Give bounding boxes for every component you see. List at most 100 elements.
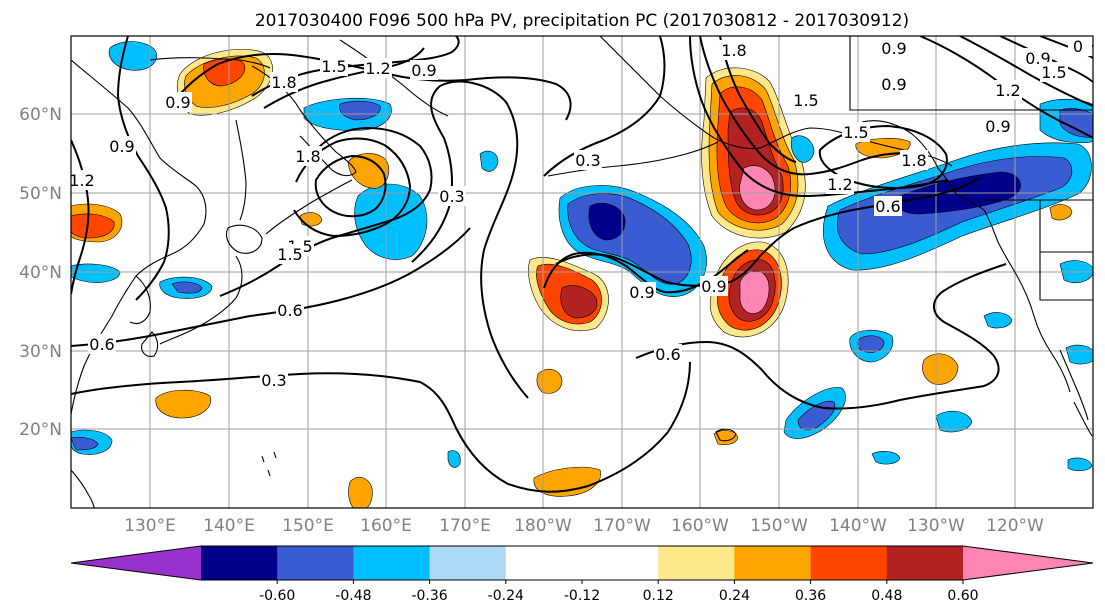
precip-positive-15n-170w bbox=[533, 466, 601, 497]
contour-label: 0.3 bbox=[574, 150, 602, 170]
precip-positive-17n-155w bbox=[713, 430, 739, 446]
lon-label: 150°E bbox=[282, 516, 334, 536]
colorbar-tick-label: 0.12 bbox=[643, 588, 674, 601]
colorbar-tick-label: -0.60 bbox=[259, 588, 295, 601]
figure-title: 2017030400 F096 500 hPa PV, precipitatio… bbox=[255, 11, 909, 31]
precip-negative-37n-145e-blue bbox=[171, 281, 203, 294]
coast-aleutians bbox=[547, 141, 719, 177]
svg-text:0.6: 0.6 bbox=[277, 301, 302, 320]
precip-positive-52n-158e bbox=[347, 153, 390, 189]
svg-text:1.8: 1.8 bbox=[721, 41, 746, 60]
lat-label: 50°N bbox=[19, 184, 62, 204]
contour-label: 1.5 bbox=[276, 244, 304, 264]
pv-contour-0.6-east bbox=[555, 177, 981, 287]
svg-text:0.9: 0.9 bbox=[881, 75, 906, 94]
colorbar-tick-label: -0.12 bbox=[564, 588, 600, 601]
coast-philippines bbox=[71, 469, 95, 508]
precip-positive-38n-175w-darkred bbox=[560, 285, 598, 319]
pv-contour-nr-2 bbox=[959, 36, 1093, 107]
contour-label: 1.2 bbox=[994, 80, 1022, 100]
coast-honshu bbox=[159, 255, 243, 345]
contour-label: 0.6 bbox=[276, 300, 304, 320]
contour-label: 0.9 bbox=[984, 116, 1012, 136]
contour-label: 1.5 bbox=[1040, 62, 1068, 82]
lon-label: 160°W bbox=[671, 516, 729, 536]
contour-label: 0.9 bbox=[880, 38, 908, 58]
precip-negative-47n-160e bbox=[299, 212, 323, 227]
precip-negative-18n-173e bbox=[447, 450, 461, 468]
lat-label: 30°N bbox=[19, 342, 62, 362]
contour-labels: 0.9 1.5 1.2 0.9 1.8 0.9 1.2 1.5 1.8 0.3 … bbox=[69, 36, 1092, 390]
svg-text:1.8: 1.8 bbox=[271, 73, 296, 92]
contour-label: 0.9 bbox=[700, 276, 728, 296]
precip-positive-25n-176w bbox=[536, 368, 563, 394]
pv-contour-0.9-west bbox=[116, 36, 170, 301]
svg-text:1.5: 1.5 bbox=[843, 123, 868, 142]
svg-text:0.9: 0.9 bbox=[701, 277, 726, 296]
lon-label: 130°E bbox=[124, 516, 176, 536]
lat-label: 20°N bbox=[19, 420, 62, 440]
precip-negative-17n-140w bbox=[871, 451, 901, 465]
map-content: 0.9 1.5 1.2 0.9 1.8 0.9 1.2 1.5 1.8 0.3 … bbox=[69, 36, 1093, 508]
contour-label: 1.8 bbox=[270, 72, 298, 92]
svg-text:0.3: 0.3 bbox=[575, 151, 600, 170]
coast-hawaii bbox=[715, 428, 737, 442]
svg-text:0.6: 0.6 bbox=[89, 335, 114, 354]
svg-text:1.5: 1.5 bbox=[793, 91, 818, 110]
colorbar-segment bbox=[277, 546, 354, 580]
coast-us-west bbox=[1015, 273, 1071, 393]
colorbar-segment bbox=[582, 546, 659, 580]
pv-contour-1.5-east bbox=[699, 36, 917, 176]
contour-label: 0.6 bbox=[88, 334, 116, 354]
svg-text:0.6: 0.6 bbox=[655, 345, 680, 364]
pv-contour-0.9-loop bbox=[543, 249, 749, 294]
svg-text:0.9: 0.9 bbox=[629, 283, 654, 302]
colorbar-tick-label: 0.24 bbox=[719, 588, 750, 601]
colorbar-segment bbox=[886, 546, 964, 580]
contour-label: 1.8 bbox=[294, 146, 322, 166]
precip-positive-44n-120w bbox=[1049, 204, 1073, 221]
svg-text:1.5: 1.5 bbox=[321, 57, 346, 76]
colorbar-tick-label: -0.48 bbox=[335, 588, 371, 601]
svg-text:1.2: 1.2 bbox=[995, 81, 1020, 100]
colorbar-segment bbox=[505, 546, 583, 580]
svg-text:0.3: 0.3 bbox=[261, 371, 286, 390]
longitude-labels: 130°E 140°E 150°E 160°E 170°E 180°W 170°… bbox=[124, 516, 1044, 536]
lon-label: 170°W bbox=[593, 516, 651, 536]
svg-text:0.3: 0.3 bbox=[439, 187, 464, 206]
latitude-labels: 60°N 50°N 40°N 30°N 20°N bbox=[19, 105, 62, 440]
pv-contour-1.8-east bbox=[719, 36, 797, 163]
pv-contour-0.6-loop bbox=[635, 263, 1007, 410]
precip-positive-12n-160e bbox=[348, 476, 373, 508]
precip-negative-15n-115w bbox=[1067, 457, 1093, 472]
contour-label: 1.8 bbox=[900, 150, 928, 170]
pv-contour-1.5-low bbox=[219, 126, 433, 297]
colorbar-segment bbox=[658, 546, 735, 580]
precip-negative-west-20n-blue bbox=[71, 436, 99, 451]
pv-contour-nr-1 bbox=[919, 36, 1093, 139]
pv-contour-0.3-east bbox=[543, 36, 666, 177]
precip-positive-27n-137w bbox=[922, 353, 959, 385]
precip-positive-24n-145e bbox=[155, 389, 211, 419]
colorbar-segment bbox=[810, 546, 888, 580]
precip-negative-30n-125w bbox=[983, 312, 1013, 329]
lat-label: 40°N bbox=[19, 263, 62, 283]
colorbar-tick-label: 0.60 bbox=[947, 588, 978, 601]
lon-label: 150°W bbox=[750, 516, 808, 536]
precip-negative-22n-133w bbox=[935, 410, 973, 433]
colorbar: -0.60 -0.48 -0.36 -0.24 -0.12 0.12 0.24 0.36 0.4… bbox=[70, 545, 1094, 601]
svg-text:0.9: 0.9 bbox=[985, 117, 1010, 136]
contour-label: 1.2 bbox=[826, 174, 854, 194]
colorbar-outline bbox=[70, 545, 1094, 581]
precip-positive-west-45n-red bbox=[71, 213, 115, 239]
contour-label: 1.5 bbox=[842, 122, 870, 142]
lat-label: 60°N bbox=[19, 105, 62, 125]
svg-text:1.8: 1.8 bbox=[295, 147, 320, 166]
coast-kyushu bbox=[141, 331, 159, 357]
colorbar-segment bbox=[201, 546, 278, 580]
svg-text:1.2: 1.2 bbox=[69, 171, 94, 190]
pv-contour-1.5-north bbox=[263, 47, 425, 109]
lon-label: 160°E bbox=[360, 516, 412, 536]
coast-mexico bbox=[1073, 401, 1093, 437]
svg-text:0.9: 0.9 bbox=[165, 93, 190, 112]
